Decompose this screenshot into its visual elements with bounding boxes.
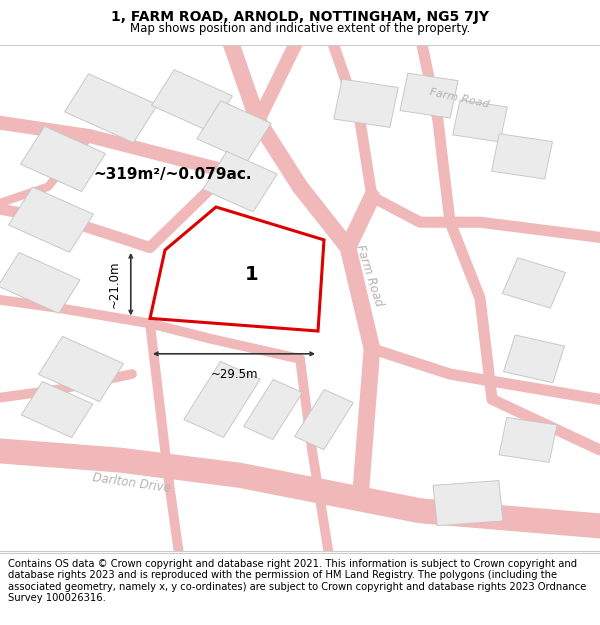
Polygon shape: [184, 361, 260, 438]
Polygon shape: [453, 100, 507, 142]
Text: Map shows position and indicative extent of the property.: Map shows position and indicative extent…: [130, 22, 470, 35]
Text: ~319m²/~0.079ac.: ~319m²/~0.079ac.: [93, 167, 251, 182]
Polygon shape: [0, 253, 80, 313]
Polygon shape: [197, 101, 271, 161]
Polygon shape: [433, 481, 503, 526]
Polygon shape: [502, 258, 566, 308]
Text: Contains OS data © Crown copyright and database right 2021. This information is : Contains OS data © Crown copyright and d…: [8, 559, 586, 603]
Text: ~21.0m: ~21.0m: [108, 261, 121, 308]
Polygon shape: [503, 335, 565, 382]
Polygon shape: [400, 73, 458, 118]
Polygon shape: [295, 389, 353, 449]
Polygon shape: [499, 418, 557, 462]
Text: Farm Road: Farm Road: [353, 242, 385, 308]
Polygon shape: [20, 126, 106, 192]
Polygon shape: [38, 336, 124, 402]
Polygon shape: [21, 381, 93, 438]
Polygon shape: [152, 70, 232, 132]
Text: Farm Road: Farm Road: [428, 87, 490, 109]
Text: 1: 1: [245, 266, 259, 284]
Polygon shape: [65, 74, 157, 142]
Polygon shape: [244, 379, 302, 439]
Polygon shape: [8, 187, 94, 253]
Text: ~29.5m: ~29.5m: [210, 368, 258, 381]
Text: Darlton Drive: Darlton Drive: [92, 471, 172, 495]
Polygon shape: [491, 134, 553, 179]
Text: 1, FARM ROAD, ARNOLD, NOTTINGHAM, NG5 7JY: 1, FARM ROAD, ARNOLD, NOTTINGHAM, NG5 7J…: [111, 10, 489, 24]
Polygon shape: [203, 151, 277, 212]
Polygon shape: [334, 79, 398, 128]
